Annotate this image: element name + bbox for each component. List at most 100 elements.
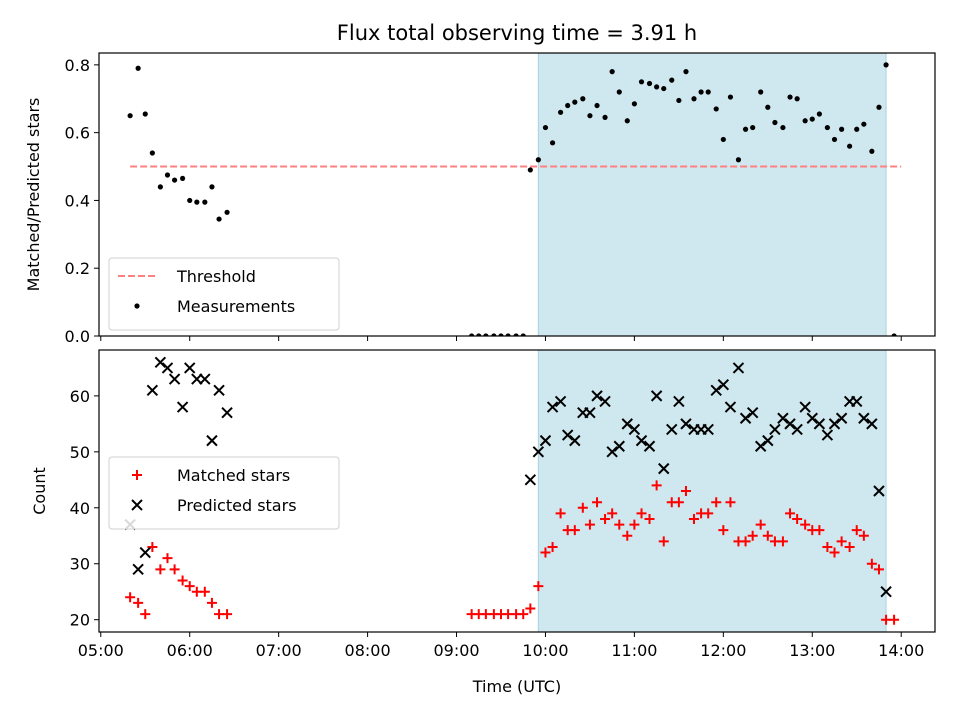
matched-stars-point — [540, 547, 551, 558]
y-tick-label: 0.4 — [65, 191, 90, 210]
matched-stars-point — [866, 558, 877, 569]
matched-stars-point — [584, 519, 595, 530]
predicted-stars-point — [591, 390, 603, 402]
measurements-point — [127, 113, 133, 119]
observing-window-shade — [537, 52, 887, 337]
predicted-stars-point — [777, 412, 789, 424]
measurements-point — [661, 85, 667, 92]
matched-stars-point — [873, 564, 884, 575]
predicted-stars-point — [621, 418, 633, 430]
measurements-point — [809, 116, 815, 122]
predicted-stars-point — [762, 434, 774, 447]
matched-stars-point — [600, 513, 611, 524]
matched-stars-point — [792, 513, 803, 524]
predicted-stars-point — [673, 395, 685, 408]
measurements-point — [587, 113, 593, 119]
axes-frame — [98, 52, 936, 337]
measurements-point — [142, 111, 148, 117]
plot-area — [127, 62, 902, 336]
measurements-point — [861, 121, 867, 127]
predicted-stars-point — [628, 423, 641, 436]
predicted-stars-point — [613, 440, 625, 452]
predicted-stars-point — [221, 406, 233, 419]
predicted-stars-point — [554, 395, 567, 408]
predicted-stars-point — [658, 462, 670, 475]
measurements-point — [542, 124, 549, 131]
measurements-point — [883, 62, 889, 68]
measurements-point — [638, 79, 645, 85]
legend-swatch — [132, 470, 142, 480]
matched-stars-point — [755, 519, 766, 530]
measurements-point — [520, 333, 526, 336]
predicted-stars-point — [732, 362, 745, 374]
predicted-stars-point — [739, 412, 752, 424]
y-tick-label: 0.0 — [65, 327, 90, 346]
predicted-stars-point — [784, 418, 796, 430]
predicted-stars-point — [866, 418, 878, 430]
x-tick-label: 05:00 — [78, 641, 124, 660]
predicted-stars-point — [851, 395, 863, 408]
legend-label: Matched stars — [177, 466, 290, 485]
measurements-point — [149, 150, 155, 156]
predicted-stars-point — [880, 586, 892, 598]
measurements-point — [742, 126, 749, 132]
measurements-point — [216, 216, 222, 222]
matched-stars-point — [644, 513, 655, 524]
measurements-point — [580, 96, 586, 102]
predicted-stars-point — [599, 395, 611, 408]
measurements-point — [602, 114, 608, 120]
matched-stars-point — [829, 547, 840, 558]
measurements-point — [847, 143, 853, 149]
measurements-point — [816, 111, 822, 117]
y-axis-label: Count — [30, 467, 49, 515]
matched-stars-point — [577, 502, 588, 513]
x-axis-label: Time (UTC) — [472, 677, 561, 696]
matched-stars-point — [592, 497, 603, 508]
y-tick-label: 30 — [70, 555, 90, 574]
measurements-point — [505, 333, 511, 336]
measurements-point — [476, 333, 482, 336]
predicted-stars-point — [569, 434, 581, 447]
predicted-stars-point — [132, 563, 144, 576]
matched-stars-point — [140, 609, 151, 620]
measurements-point — [535, 157, 541, 163]
measurements-point — [831, 136, 838, 143]
measurements-point — [787, 94, 793, 100]
y-axis-label: Matched/Predicted stars — [24, 98, 43, 292]
legend: Threshold Measurements — [108, 257, 340, 331]
predicted-stars-point — [161, 362, 174, 374]
matched-stars-point — [555, 508, 566, 519]
observing-window-shade — [537, 349, 887, 633]
measurements-point — [839, 126, 845, 132]
measurements-point — [187, 197, 193, 204]
matched-stars-point — [133, 597, 144, 608]
predicted-stars-point — [680, 418, 692, 430]
measurements-point — [802, 118, 808, 124]
predicted-stars-point — [813, 418, 826, 430]
matched-stars-point — [547, 541, 558, 552]
measurements-point — [202, 199, 208, 205]
matched-stars-point — [518, 609, 529, 620]
measurements-point — [624, 118, 630, 124]
predicted-stars-point — [717, 378, 730, 391]
x-tick-label: 07:00 — [256, 641, 302, 660]
matched-stars-point — [199, 586, 210, 597]
matched-stars-point — [747, 530, 758, 541]
matched-stars-point — [822, 541, 833, 552]
matched-stars-point — [680, 486, 691, 496]
measurements-point — [549, 140, 556, 146]
bottom-panel: 05:00 06:00 07:00 08:00 09:00 10:00 11:00 12:00… — [30, 349, 936, 660]
measurements-point — [491, 333, 497, 336]
matched-stars-point — [800, 519, 811, 530]
measurements-point — [513, 333, 519, 336]
measurements-point — [171, 177, 178, 183]
predicted-stars-point — [606, 446, 618, 458]
matched-stars-point — [688, 513, 699, 524]
predicted-stars-point — [199, 373, 211, 385]
matched-stars-point — [629, 519, 640, 530]
matched-stars-point — [844, 541, 855, 552]
measurements-point — [698, 89, 704, 95]
predicted-stars-point — [184, 362, 196, 374]
predicted-stars-point — [213, 384, 225, 396]
